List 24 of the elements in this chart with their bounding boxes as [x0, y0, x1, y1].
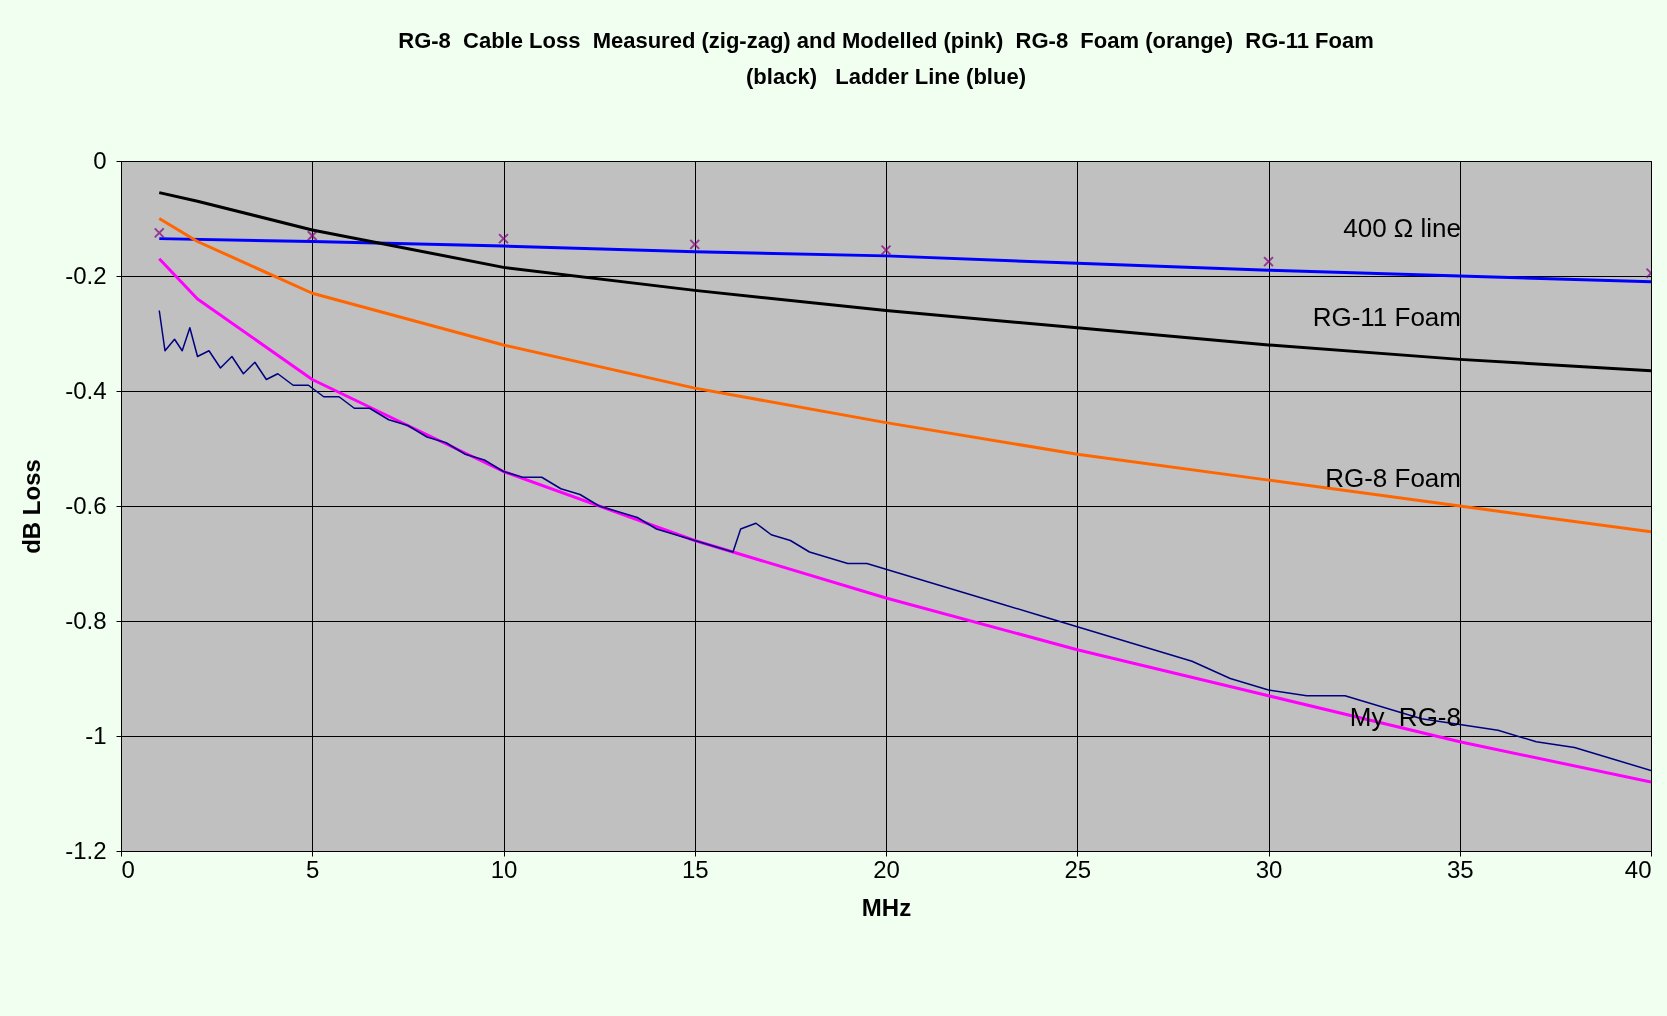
y-tick-label: -1 — [85, 721, 107, 749]
x-tick-label: 40 — [1624, 855, 1652, 883]
series-label: RG-8 Foam — [1325, 462, 1461, 493]
x-tick-label: 30 — [1255, 855, 1283, 883]
y-axis-title: dB Loss — [18, 459, 46, 554]
x-tick-label: 0 — [121, 855, 135, 883]
y-tick-label: -0.4 — [65, 376, 107, 404]
y-tick-label: -0.8 — [65, 606, 107, 634]
series-label: RG-11 Foam — [1312, 301, 1461, 332]
x-tick-label: 5 — [306, 855, 320, 883]
x-tick-label: 25 — [1064, 855, 1092, 883]
line-series — [157, 237, 1651, 284]
x-tick-label: 35 — [1446, 855, 1474, 883]
x-tick-label: 10 — [490, 855, 518, 883]
line-series — [157, 217, 1651, 534]
x-tick-label: 15 — [681, 855, 709, 883]
x-axis-title: MHz — [861, 893, 912, 921]
x-tick-label: 20 — [873, 855, 900, 883]
y-tick-label: -1.2 — [65, 836, 107, 864]
y-tick-label: -0.2 — [65, 261, 107, 289]
y-tick-label: 0 — [93, 146, 107, 174]
chart-title: RG-8 Cable Loss Measured (zig-zag) and Modelled (pink) RG-8 Foam (orange) RG-11 Foam (black) Ladder Line (blue) — [398, 28, 1374, 89]
series-label: 400 Ω line — [1343, 212, 1461, 243]
y-tick-label: -0.6 — [65, 491, 107, 519]
